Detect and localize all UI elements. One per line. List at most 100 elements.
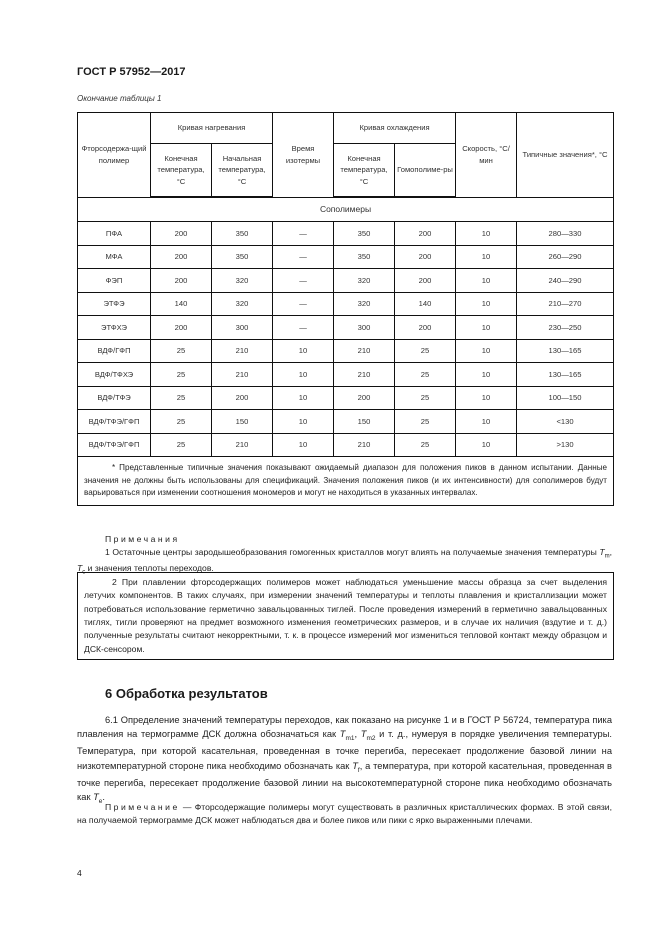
note-text: — Фторсодержащие полимеры могут существо… — [77, 802, 612, 826]
para-text: и т. д., нумеруя в порядке увеличения те… — [77, 729, 612, 771]
value-cell: 200 — [150, 268, 212, 293]
value-cell: 320 — [210, 268, 274, 293]
value-cell: — — [272, 268, 335, 293]
value-cell: 320 — [210, 291, 274, 316]
page-number: 4 — [77, 868, 82, 878]
symbol-t: T — [77, 563, 83, 574]
value-cell: 350 — [210, 244, 274, 269]
value-cell: 10 — [272, 432, 335, 457]
subscript: e — [98, 797, 103, 805]
paragraph-6-1: 6.1 Определение значений температуры пер… — [77, 715, 612, 805]
value-cell: 200 — [394, 244, 457, 269]
document-title: ГОСТ Р 57952—2017 — [77, 66, 186, 78]
header-heating-curve: Кривая нагревания — [149, 112, 274, 144]
group-label: Сополимеры — [76, 196, 615, 222]
header-cooling-end: Конечная температура, °С — [333, 143, 396, 198]
value-cell: 150 — [210, 409, 274, 434]
value-cell: 25 — [150, 338, 212, 363]
value-cell: 210 — [333, 362, 396, 387]
value-cell: 10 — [455, 385, 518, 410]
table-row: ЭТФХЭ 200 300—300 200 10 230—250 — [77, 315, 615, 340]
note-label: Примечание — [105, 802, 180, 812]
value-cell: 10 — [455, 315, 518, 340]
value-cell: 240—290 — [516, 268, 615, 293]
notes-title: Примечания — [105, 534, 180, 544]
value-cell: 320 — [333, 268, 396, 293]
value-cell: 25 — [150, 362, 212, 387]
value-cell: 200 — [394, 315, 457, 340]
value-cell: 25 — [394, 385, 457, 410]
value-cell: 25 — [394, 338, 457, 363]
value-cell: 200 — [210, 385, 274, 410]
value-cell: — — [272, 244, 335, 269]
value-cell: 10 — [455, 409, 518, 434]
value-cell: 25 — [150, 432, 212, 457]
value-cell: 200 — [150, 315, 212, 340]
polymer-cell: ВДФ/ТФХЭ — [77, 362, 151, 387]
header-heating-end: Конечная температура, °С — [150, 143, 212, 198]
table-row: ВДФ/ТФЭ 25 200 10 200 25 10 100—150 — [77, 385, 615, 410]
subscript: m — [604, 554, 610, 561]
polymer-cell: ВДФ/ГФП — [77, 338, 151, 363]
value-cell: — — [272, 291, 335, 316]
value-cell: 200 — [394, 221, 457, 246]
table-row: ПФА 200 350—350 200 10 280—330 — [77, 221, 615, 246]
note-2: 2 При плавлении фторсодержащих полимеров… — [77, 572, 614, 660]
value-cell: 210 — [210, 362, 274, 387]
note-1-text: 1 Остаточные центры зародышеобразования … — [105, 547, 600, 558]
header-typical-values: Типичные значения*, °С — [516, 112, 615, 198]
value-cell: 100—150 — [516, 385, 615, 410]
value-cell: 10 — [455, 291, 518, 316]
value-cell: 10 — [455, 362, 518, 387]
note-1-text-end: и значения теплоты переходов. — [85, 563, 214, 574]
value-cell: 10 — [455, 268, 518, 293]
table-row: ВДФ/ТФЭ/ГФП 25 210 10 210 25 10 >130 — [77, 432, 615, 457]
symbol-t: T — [360, 729, 367, 740]
value-cell: 200 — [333, 385, 396, 410]
table-row: МФА 200 350—350 200 10 260—290 — [77, 244, 615, 269]
table-row: ЭТФЭ 140 320—320 140 10 210—270 — [77, 291, 615, 316]
header-isotherm-time: Время изотермы — [272, 112, 335, 198]
subscript: c — [82, 570, 86, 577]
value-cell: 320 — [333, 291, 396, 316]
value-cell: 10 — [272, 409, 335, 434]
value-cell: 200 — [150, 221, 212, 246]
value-cell: — — [272, 221, 335, 246]
value-cell: <130 — [516, 409, 615, 434]
subscript: m1 — [345, 735, 355, 743]
table-row: ВДФ/ГФП 25 210 10 210 25 10 130—165 — [77, 338, 615, 363]
table-row: ВДФ/ТФЭ/ГФП 25 150 10 150 25 10 <130 — [77, 409, 615, 434]
value-cell: 140 — [394, 291, 457, 316]
symbol-t: T — [352, 760, 358, 771]
value-cell: 230—250 — [516, 315, 615, 340]
header-homopolymers: Гомополиме-ры — [394, 143, 457, 198]
value-cell: >130 — [516, 432, 615, 457]
section-note: Примечание — Фторсодержащие полимеры мог… — [77, 801, 612, 828]
value-cell: 350 — [210, 221, 274, 246]
value-cell: 25 — [394, 362, 457, 387]
value-cell: 200 — [394, 268, 457, 293]
para-text: 6.1 Определение значений температуры пер… — [77, 715, 612, 740]
value-cell: 300 — [210, 315, 274, 340]
header-heating-start: Начальная температура, °С — [210, 143, 274, 198]
subscript: f — [357, 766, 360, 774]
note-1: 1 Остаточные центры зародышеобразования … — [77, 547, 612, 577]
value-cell: 25 — [394, 432, 457, 457]
value-cell: 10 — [455, 338, 518, 363]
value-cell: 10 — [272, 338, 335, 363]
value-cell: 350 — [333, 244, 396, 269]
polymer-cell: ПФА — [77, 221, 151, 246]
value-cell: 130—165 — [516, 338, 615, 363]
value-cell: 150 — [333, 409, 396, 434]
symbol-t: T — [93, 792, 99, 803]
value-cell: 10 — [455, 221, 518, 246]
subscript: m2 — [366, 735, 376, 743]
header-polymer: Фторсодержа-щий полимер — [77, 112, 151, 198]
value-cell: 25 — [394, 409, 457, 434]
para-text: , а температура, при которой касательная… — [77, 760, 612, 803]
value-cell: 210 — [333, 338, 396, 363]
value-cell: 140 — [150, 291, 212, 316]
value-cell: 260—290 — [516, 244, 615, 269]
polymer-cell: ЭТФХЭ — [77, 315, 151, 340]
value-cell: 10 — [455, 244, 518, 269]
